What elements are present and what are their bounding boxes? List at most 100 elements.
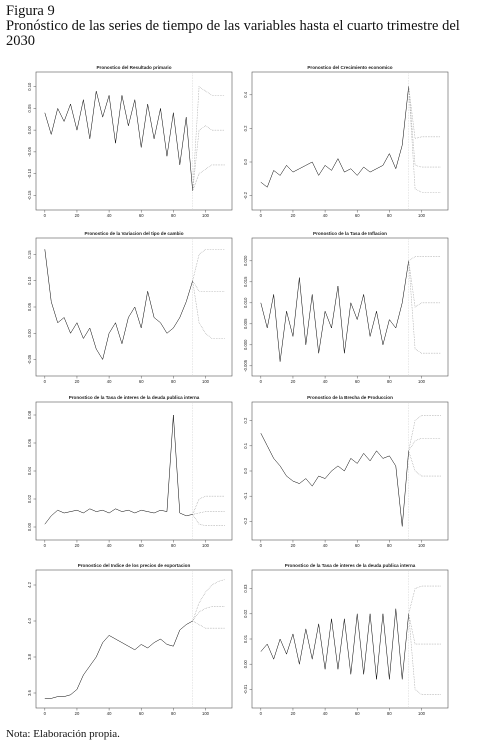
x-tick-label: 0 bbox=[260, 543, 263, 548]
y-tick-label: 0.01 bbox=[243, 634, 248, 643]
x-tick-label: 100 bbox=[202, 213, 210, 218]
y-tick-label: 0.05 bbox=[27, 302, 32, 311]
x-tick-label: 100 bbox=[202, 543, 210, 548]
y-tick-label: 0.00 bbox=[27, 522, 32, 531]
x-tick-label: 40 bbox=[107, 213, 112, 218]
y-tick-label: 0.08 bbox=[27, 410, 32, 419]
x-tick-label: 40 bbox=[323, 543, 328, 548]
y-tick-label: 0.2 bbox=[243, 417, 248, 423]
chart-title: Pronostico del Indice de los precios de … bbox=[78, 563, 191, 568]
plot-frame bbox=[35, 401, 233, 541]
y-tick-label: -0.005 bbox=[243, 359, 248, 372]
x-tick-label: 20 bbox=[291, 711, 296, 716]
y-tick-label: 0.4 bbox=[243, 91, 248, 97]
header: Figura 9 Pronóstico de las series de tie… bbox=[6, 4, 476, 49]
x-tick-label: 20 bbox=[75, 213, 80, 218]
y-tick-label: 4.0 bbox=[27, 617, 32, 623]
x-tick-label: 20 bbox=[291, 379, 296, 384]
y-tick-label: 0.000 bbox=[243, 339, 248, 350]
y-tick-label: 0.10 bbox=[27, 276, 32, 285]
y-tick-label: 0.005 bbox=[243, 318, 248, 329]
forecast-line bbox=[192, 280, 225, 292]
x-tick-label: 80 bbox=[387, 543, 392, 548]
forecast-line bbox=[408, 450, 441, 477]
y-tick-label: -0.05 bbox=[27, 354, 32, 364]
y-tick-label: -0.10 bbox=[27, 168, 32, 178]
forecast-line bbox=[192, 620, 225, 629]
forecast-line bbox=[192, 125, 225, 192]
plot-frame bbox=[35, 71, 233, 211]
y-tick-label: 0.015 bbox=[243, 276, 248, 287]
x-tick-label: 60 bbox=[139, 213, 144, 218]
x-tick-label: 60 bbox=[139, 711, 144, 716]
forecast-line bbox=[408, 86, 441, 193]
x-tick-label: 0 bbox=[260, 213, 263, 218]
forecast-line bbox=[408, 437, 441, 452]
y-tick-label: 0.2 bbox=[243, 125, 248, 131]
forecast-line bbox=[192, 164, 225, 192]
forecast-line bbox=[408, 86, 441, 168]
x-tick-label: 60 bbox=[139, 543, 144, 548]
forecast-line bbox=[408, 613, 441, 645]
y-tick-label: 0.02 bbox=[243, 609, 248, 618]
x-tick-label: 0 bbox=[44, 543, 47, 548]
y-tick-label: -0.2 bbox=[243, 517, 248, 525]
forecast-line bbox=[408, 585, 441, 614]
x-tick-label: 40 bbox=[323, 213, 328, 218]
x-tick-label: 60 bbox=[355, 711, 360, 716]
y-tick-label: 0.10 bbox=[27, 82, 32, 91]
x-tick-label: 80 bbox=[171, 379, 176, 384]
x-tick-label: 0 bbox=[44, 379, 47, 384]
y-tick-label: 0.03 bbox=[243, 584, 248, 593]
x-tick-label: 40 bbox=[323, 711, 328, 716]
x-tick-label: 100 bbox=[418, 213, 426, 218]
y-tick-label: 4.2 bbox=[27, 581, 32, 587]
forecast-line bbox=[192, 514, 225, 526]
forecast-line bbox=[408, 260, 441, 308]
forecast-line bbox=[192, 606, 225, 622]
chart-title: Pronostico de la Tasa de Inflacion bbox=[313, 231, 387, 236]
chart-title: Pronostico del Resultado primario bbox=[96, 65, 171, 70]
chart-title: Pronostico de la Tasa de interes de la d… bbox=[69, 395, 200, 400]
y-tick-label: 0.0 bbox=[243, 467, 248, 473]
series-line bbox=[260, 608, 409, 680]
x-tick-label: 80 bbox=[387, 711, 392, 716]
plot-frame bbox=[251, 237, 449, 377]
x-tick-label: 60 bbox=[355, 213, 360, 218]
chart-title: Pronostico de la Brecha de Produccion bbox=[307, 395, 393, 400]
y-tick-label: 0.00 bbox=[27, 125, 32, 134]
chart-title: Pronostico del Crecimiento economico bbox=[307, 65, 392, 70]
y-tick-label: 0.06 bbox=[27, 438, 32, 447]
x-tick-label: 60 bbox=[355, 543, 360, 548]
x-tick-label: 80 bbox=[171, 543, 176, 548]
series-line bbox=[44, 90, 193, 191]
y-tick-label: 0.020 bbox=[243, 255, 248, 266]
x-tick-label: 60 bbox=[355, 379, 360, 384]
y-tick-label: 0.04 bbox=[27, 466, 32, 475]
forecast-line bbox=[192, 248, 225, 281]
y-tick-label: 0.05 bbox=[27, 104, 32, 113]
y-tick-label: -0.2 bbox=[243, 191, 248, 199]
y-tick-label: 0.15 bbox=[27, 250, 32, 259]
forecast-line bbox=[408, 260, 441, 354]
y-tick-label: 0.00 bbox=[27, 329, 32, 338]
chart-title: Pronostico de la Tasa de interes de la d… bbox=[285, 563, 416, 568]
x-tick-label: 80 bbox=[171, 213, 176, 218]
y-tick-label: 3.6 bbox=[27, 689, 32, 695]
forecast-line bbox=[192, 86, 225, 191]
x-tick-label: 80 bbox=[171, 711, 176, 716]
forecast-line bbox=[408, 613, 441, 695]
x-tick-label: 40 bbox=[107, 543, 112, 548]
x-tick-label: 100 bbox=[418, 379, 426, 384]
x-tick-label: 60 bbox=[139, 379, 144, 384]
series-line bbox=[260, 433, 409, 527]
series-line bbox=[44, 414, 193, 525]
x-tick-label: 100 bbox=[202, 379, 210, 384]
plot-frame bbox=[35, 237, 233, 377]
plot-frame bbox=[251, 71, 449, 211]
x-tick-label: 20 bbox=[75, 711, 80, 716]
x-tick-label: 20 bbox=[291, 543, 296, 548]
x-tick-label: 0 bbox=[44, 213, 47, 218]
